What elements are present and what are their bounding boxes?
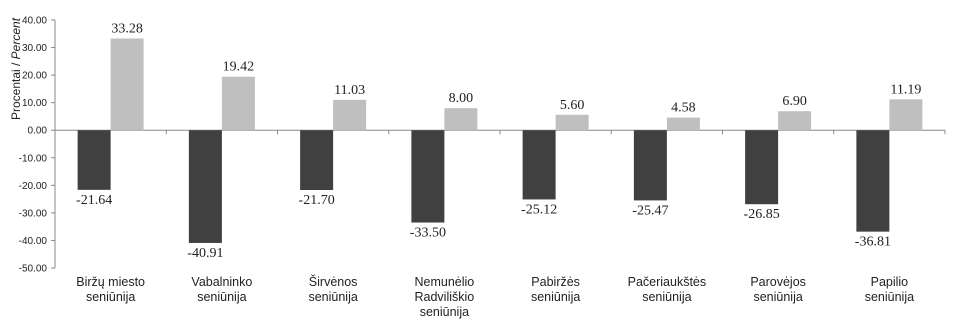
y-tick-labels: 40.00 30.00 20.00 10.00 0.00 -10.00 -20.00 -30.… [19, 16, 48, 275]
y-tick-label: -20.00 [19, 181, 48, 192]
y-axis-title-italic: Percent [9, 17, 23, 59]
bar-negative [188, 130, 222, 243]
bar-negative [633, 130, 667, 201]
y-tick-label: 0.00 [28, 126, 48, 137]
y-axis-title: Procentai / Percent [9, 17, 23, 120]
y-tick-label: 30.00 [22, 43, 47, 54]
bar-positive [889, 99, 923, 131]
data-label: -21.70 [299, 193, 335, 208]
bar-negative [745, 130, 779, 205]
y-axis-title-main: Procentai / [9, 59, 23, 120]
category-label: seniūnija [308, 290, 357, 304]
y-tick-label: -40.00 [19, 236, 48, 247]
bar-negative [856, 130, 890, 232]
category-label: Nemunėlio [414, 275, 474, 289]
bar-positive [221, 76, 255, 131]
bar-negative [411, 130, 445, 223]
category-label: Biržų miesto [76, 275, 145, 289]
data-label: -36.81 [855, 235, 891, 250]
category-label: Pačeriaukštės [628, 275, 707, 289]
category-label: seniūnija [642, 290, 691, 304]
category-label: seniūnija [197, 290, 246, 304]
data-label: -26.85 [744, 207, 780, 222]
bar-positive [555, 114, 589, 131]
y-tick-label: 20.00 [22, 71, 47, 82]
category-label: seniūnija [753, 290, 802, 304]
data-label: -21.64 [76, 193, 112, 208]
data-label: -25.47 [632, 203, 668, 218]
axes [51, 19, 946, 269]
data-label: 4.58 [671, 101, 696, 116]
bars [77, 38, 923, 243]
bar-negative [300, 130, 334, 191]
category-label: Vabalninko [191, 275, 252, 289]
category-label: Papilio [871, 275, 909, 289]
y-tick-label: -30.00 [19, 208, 48, 219]
category-label: Parovėjos [750, 275, 806, 289]
svg-text:Procentai / Percent: Procentai / Percent [9, 17, 23, 120]
data-label: -33.50 [410, 226, 446, 241]
category-label: seniūnija [531, 290, 580, 304]
category-label: Širvėnos [309, 274, 358, 289]
category-label: seniūnija [420, 305, 469, 319]
data-label: 8.00 [449, 91, 474, 106]
category-label: seniūnija [86, 290, 135, 304]
bar-negative [77, 130, 111, 190]
data-labels: -21.64 33.28 -40.91 19.42 -21.70 11.03 -33.50 8… [76, 22, 921, 261]
bar-negative [522, 130, 556, 200]
bar-positive [778, 111, 812, 131]
data-label: 11.03 [334, 83, 365, 98]
data-label: 11.19 [890, 82, 921, 97]
category-labels: Biržų miestoseniūnijaVabalninkoseniūnija… [76, 274, 914, 319]
y-tick-label: 40.00 [22, 16, 47, 27]
y-tick-label: 10.00 [22, 98, 47, 109]
data-label: 19.42 [223, 60, 255, 75]
category-label: Radviliškio [415, 290, 475, 304]
data-label: 33.28 [111, 22, 143, 37]
y-tick-label: -50.00 [19, 264, 48, 275]
bar-positive [666, 117, 700, 131]
category-label: Pabiržės [531, 275, 580, 289]
category-label: seniūnija [865, 290, 914, 304]
bar-positive [444, 108, 478, 131]
data-label: -40.91 [187, 246, 223, 261]
bar-positive [333, 99, 367, 131]
data-label: 6.90 [782, 94, 807, 109]
y-tick-label: -10.00 [19, 153, 48, 164]
data-label: -25.12 [521, 202, 557, 217]
data-label: 5.60 [560, 98, 585, 113]
bar-positive [110, 38, 144, 131]
